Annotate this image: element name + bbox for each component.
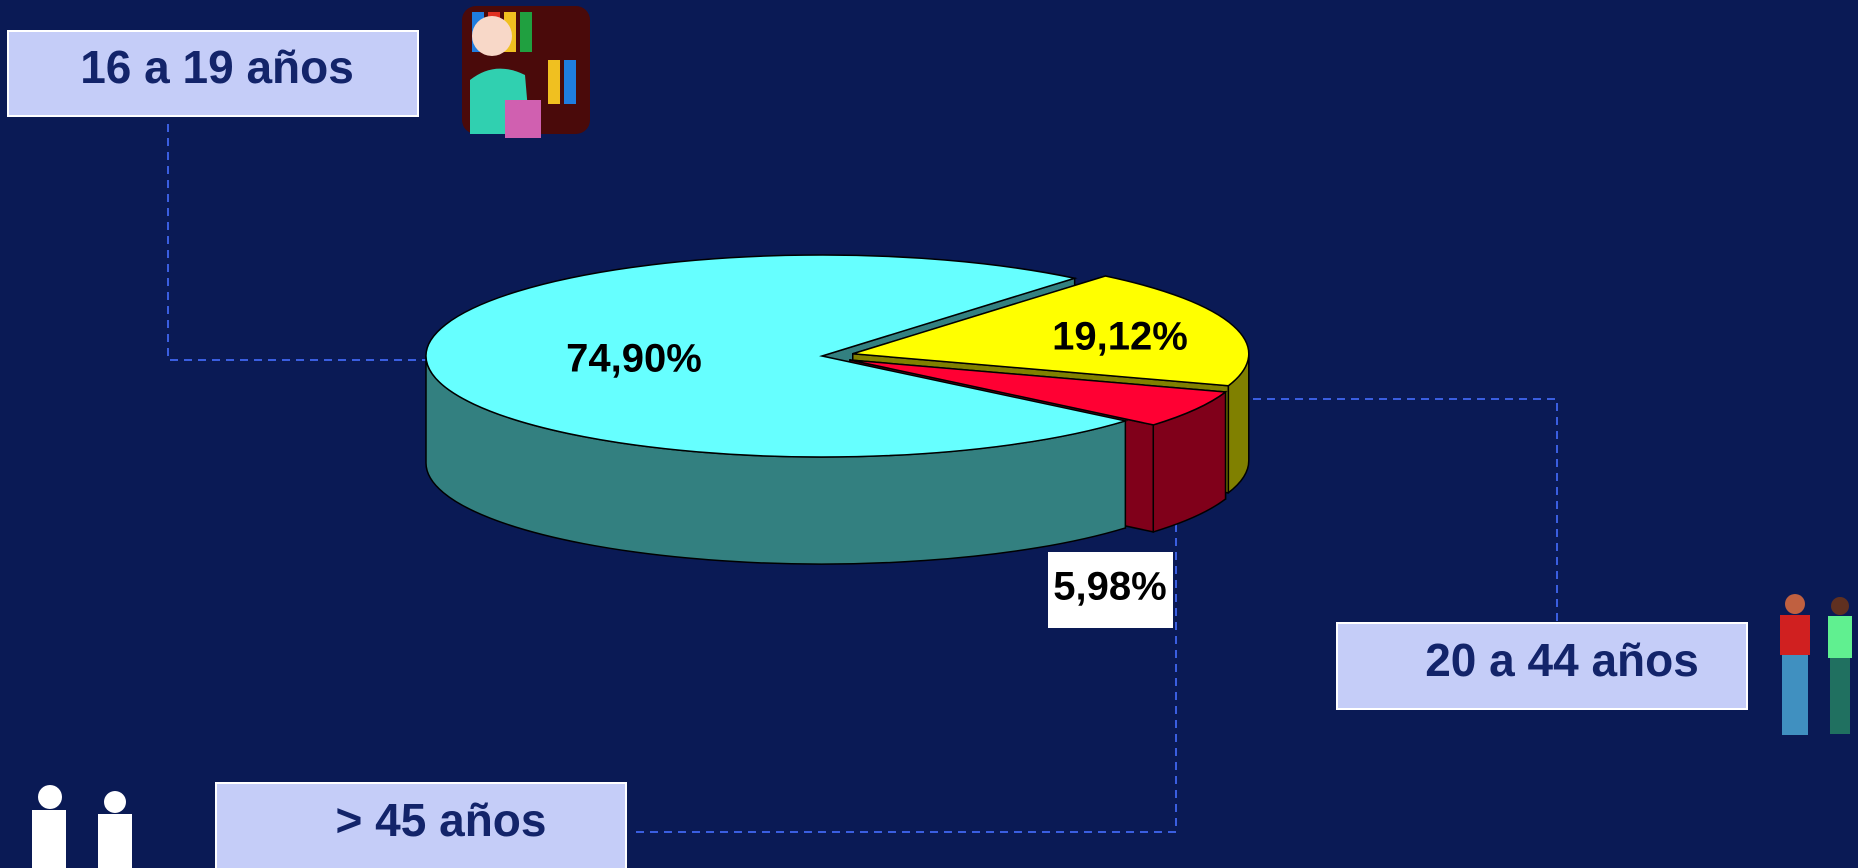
category-label: > 45 años bbox=[336, 794, 547, 846]
icon-people bbox=[32, 785, 132, 868]
label-box bbox=[215, 782, 627, 868]
category-label: 20 a 44 años bbox=[1425, 634, 1699, 686]
leader-line bbox=[1225, 398, 1558, 621]
pie bbox=[425, 254, 1250, 565]
value-label: 19,12% bbox=[1052, 315, 1188, 359]
leader-line bbox=[634, 510, 1177, 833]
icon-couple bbox=[1780, 594, 1852, 735]
slice bbox=[425, 254, 1126, 458]
slice bbox=[849, 359, 1228, 426]
slice bbox=[852, 275, 1250, 387]
icon-reader bbox=[462, 6, 590, 138]
label-box bbox=[1336, 622, 1748, 710]
value-label: 5,98% bbox=[1053, 565, 1166, 609]
label-box bbox=[7, 30, 419, 117]
leader-line bbox=[167, 124, 507, 361]
value-label: 74,90% bbox=[566, 337, 702, 381]
category-label: 16 a 19 años bbox=[80, 41, 354, 93]
value-label-box bbox=[1048, 552, 1173, 628]
